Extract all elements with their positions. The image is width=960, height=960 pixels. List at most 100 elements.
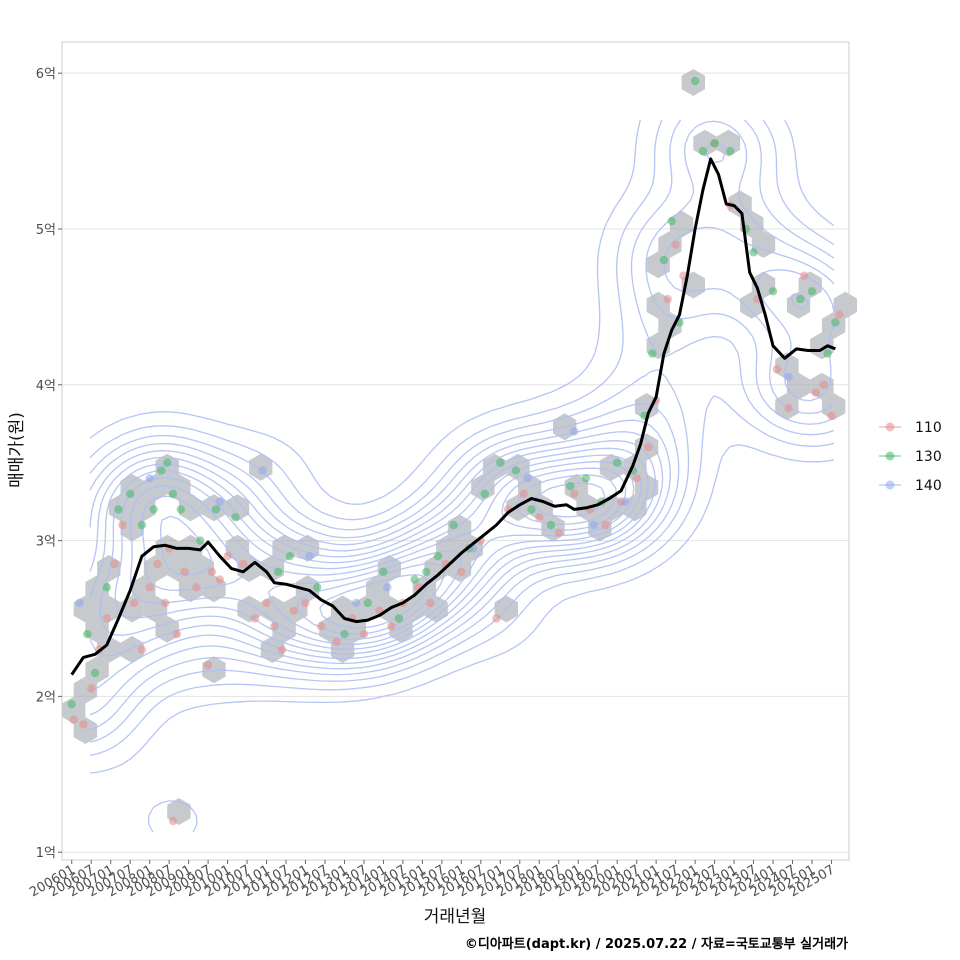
plot-panel-border xyxy=(61,41,850,861)
data-point-110 xyxy=(601,520,610,530)
trend-line-layer xyxy=(70,157,836,676)
data-point-140 xyxy=(305,552,314,561)
hexbin-cell xyxy=(775,352,799,380)
data-point-110 xyxy=(827,411,836,421)
hexbin-cell xyxy=(658,231,682,258)
data-point-110 xyxy=(145,583,154,592)
data-point-130 xyxy=(698,146,708,156)
data-point-130 xyxy=(157,466,166,475)
data-point-110 xyxy=(87,684,96,693)
data-point-110 xyxy=(772,365,782,374)
data-point-130 xyxy=(807,287,817,296)
data-point-140 xyxy=(784,372,793,382)
data-point-130 xyxy=(176,505,185,514)
data-point-140 xyxy=(523,474,532,483)
data-point-110 xyxy=(215,575,224,584)
data-point-140 xyxy=(570,427,579,436)
data-point-130 xyxy=(410,575,419,584)
data-point-110 xyxy=(811,388,821,397)
data-point-110 xyxy=(239,559,248,569)
data-point-110 xyxy=(535,513,544,522)
data-point-130 xyxy=(546,520,556,530)
data-point-110 xyxy=(457,567,466,576)
density-contour xyxy=(99,447,649,655)
data-point-110 xyxy=(819,380,828,389)
hexbin-cell xyxy=(97,595,121,623)
data-point-110 xyxy=(153,559,162,569)
data-point-130 xyxy=(149,505,158,514)
y-tick-label: 4억 xyxy=(36,379,56,394)
y-tick-label: 6억 xyxy=(36,67,56,82)
data-point-140 xyxy=(258,466,267,475)
data-point-130 xyxy=(67,700,76,709)
data-point-130 xyxy=(168,489,178,498)
data-point-110 xyxy=(223,552,232,561)
hexbin-cell xyxy=(132,494,156,522)
hexbin-cell xyxy=(669,210,694,238)
data-point-130 xyxy=(114,505,123,514)
data-point-110 xyxy=(192,583,201,592)
caption: ©디아파트(dapt.kr) / 2025.07.22 / 자료=국토교통부 실… xyxy=(465,936,848,952)
data-point-130 xyxy=(796,294,805,304)
data-point-130 xyxy=(659,255,669,265)
hexbin-cell xyxy=(132,575,156,603)
trend-line xyxy=(70,157,836,676)
data-point-130 xyxy=(480,489,489,498)
data-point-110 xyxy=(129,598,139,608)
hexbin-cell xyxy=(190,555,214,582)
hexbin-cell xyxy=(366,575,390,603)
data-point-110 xyxy=(570,489,579,498)
density-contour xyxy=(129,461,635,645)
data-point-110 xyxy=(172,629,182,639)
data-point-130 xyxy=(313,583,322,592)
data-point-130 xyxy=(274,567,283,576)
data-point-110 xyxy=(332,637,341,647)
data-point-110 xyxy=(316,622,326,631)
legend-label-140: 140 xyxy=(915,478,942,494)
data-point-110 xyxy=(69,715,78,724)
density-contour xyxy=(89,119,835,757)
data-point-130 xyxy=(667,217,676,226)
data-point-140 xyxy=(620,497,630,506)
hexbin-cell xyxy=(330,595,355,623)
data-point-140 xyxy=(215,497,224,506)
legend: 110 130 140 xyxy=(879,420,942,494)
data-point-130 xyxy=(511,466,521,475)
data-point-130 xyxy=(710,139,719,148)
data-point-110 xyxy=(554,528,563,537)
data-point-140 xyxy=(352,598,361,608)
data-point-130 xyxy=(422,567,431,576)
data-point-110 xyxy=(632,474,641,483)
data-point-110 xyxy=(387,622,396,631)
data-point-130 xyxy=(90,668,100,678)
data-point-130 xyxy=(285,552,295,561)
y-tick-label: 1억 xyxy=(36,846,56,861)
hexbin-cell xyxy=(178,494,203,522)
data-point-130 xyxy=(394,614,404,623)
data-point-130 xyxy=(581,474,591,483)
data-point-140 xyxy=(589,520,598,530)
data-point-110 xyxy=(663,294,672,304)
data-point-130 xyxy=(163,458,172,467)
hexbin-cell xyxy=(821,393,846,420)
density-contour xyxy=(89,269,835,691)
x-axis-title: 거래년월 xyxy=(424,907,487,927)
data-point-110 xyxy=(492,614,501,623)
data-point-130 xyxy=(340,629,349,639)
data-point-130 xyxy=(527,505,536,514)
data-point-110 xyxy=(137,645,147,654)
data-point-110 xyxy=(110,559,119,569)
hexbin-cell xyxy=(225,494,250,522)
data-point-130 xyxy=(379,567,388,576)
hexbin-cell xyxy=(120,636,144,663)
data-point-110 xyxy=(180,567,189,576)
data-point-110 xyxy=(161,598,170,608)
data-point-130 xyxy=(102,583,112,592)
data-point-130 xyxy=(231,513,240,522)
data-point-130 xyxy=(126,489,135,498)
hexbin-cell xyxy=(143,555,168,582)
density-contour xyxy=(114,454,642,650)
data-point-140 xyxy=(145,474,154,483)
data-point-130 xyxy=(449,520,458,530)
